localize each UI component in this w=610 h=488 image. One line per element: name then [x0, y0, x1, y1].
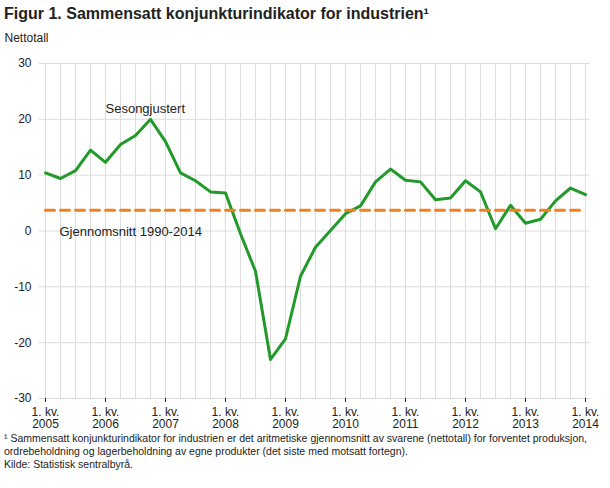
svg-text:1. kv.2007: 1. kv.2007 — [152, 405, 180, 430]
html-text:¹ Sammensatt konjunkturindikat: ¹ Sammensatt konjunkturindikator for ind… — [4, 432, 587, 457]
svg-text:1. kv.2006: 1. kv.2006 — [92, 405, 120, 430]
svg-text:1. kv.2005: 1. kv.2005 — [32, 405, 60, 430]
svg-text:1. kv.2009: 1. kv.2009 — [272, 405, 300, 430]
svg-text:Nettotall: Nettotall — [5, 31, 49, 45]
svg-text:0: 0 — [25, 224, 32, 238]
svg-text:1. kv.2012: 1. kv.2012 — [452, 405, 480, 430]
html-text:Kilde: Statistisk sentralbyrå.: Kilde: Statistisk sentralbyrå. — [4, 458, 133, 470]
svg-text:-30: -30 — [14, 391, 32, 405]
svg-text:1. kv.2013: 1. kv.2013 — [512, 405, 540, 430]
svg-text:1. kv.2014: 1. kv.2014 — [572, 405, 600, 430]
svg-text:Gjennomsnitt 1990-2014: Gjennomsnitt 1990-2014 — [60, 224, 202, 239]
svg-text:Sesongjustert: Sesongjustert — [106, 101, 186, 116]
svg-text:-20: -20 — [14, 336, 32, 350]
svg-text:-10: -10 — [14, 280, 32, 294]
svg-text:10: 10 — [18, 168, 32, 182]
svg-text:1. kv.2011: 1. kv.2011 — [392, 405, 420, 430]
svg-text:1. kv.2008: 1. kv.2008 — [212, 405, 240, 430]
svg-text:1. kv.2010: 1. kv.2010 — [332, 405, 360, 430]
svg-text:30: 30 — [18, 56, 32, 70]
html-text:Figur 1. Sammensatt konjunktur: Figur 1. Sammensatt konjunkturindikator … — [4, 5, 429, 22]
svg-text:20: 20 — [18, 112, 32, 126]
